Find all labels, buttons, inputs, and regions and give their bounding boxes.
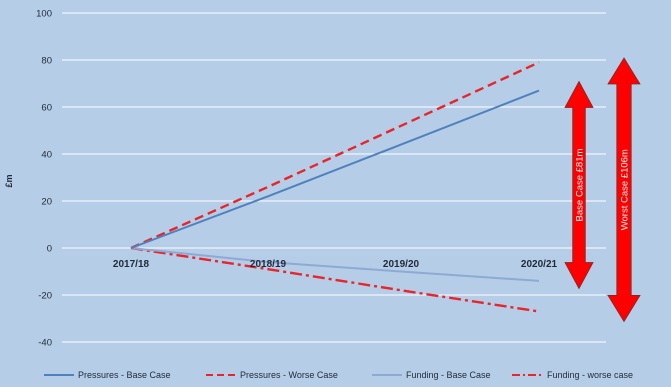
y-tick-label: 40: [41, 150, 52, 161]
series-line-funding-base-case: [130, 247, 540, 282]
y-tick-label: 60: [41, 103, 52, 114]
arrow-label: Worst Case £106m: [620, 149, 631, 230]
series-line-funding-worse-case: [130, 246, 540, 313]
y-tick-label: 0: [47, 244, 52, 255]
y-tick-label: 20: [41, 197, 52, 208]
legend-label: Pressures - Worse Case: [240, 370, 338, 380]
series-line-pressures-worse-case: [130, 61, 540, 250]
legend-label: Funding - worse case: [547, 370, 633, 380]
double-arrow-base-case: [564, 80, 594, 290]
y-tick-label: -20: [38, 291, 52, 302]
y-tick-label: -40: [38, 338, 52, 349]
series-line-pressures-base-case: [130, 89, 540, 249]
legend-label: Funding - Base Case: [406, 370, 491, 380]
arrow-label: Base Case £81m: [575, 149, 586, 222]
x-category-label: 2019/20: [383, 259, 420, 270]
y-tick-label: 80: [41, 56, 52, 67]
x-category-label: 2018/19: [250, 259, 287, 270]
y-tick-label: 100: [36, 9, 52, 20]
x-category-label: 2020/21: [521, 259, 558, 270]
y-axis-title: £m: [4, 174, 14, 187]
legend-label: Pressures - Base Case: [78, 370, 171, 380]
double-arrow-worst-case: [607, 57, 641, 323]
x-category-label: 2017/18: [113, 259, 150, 270]
